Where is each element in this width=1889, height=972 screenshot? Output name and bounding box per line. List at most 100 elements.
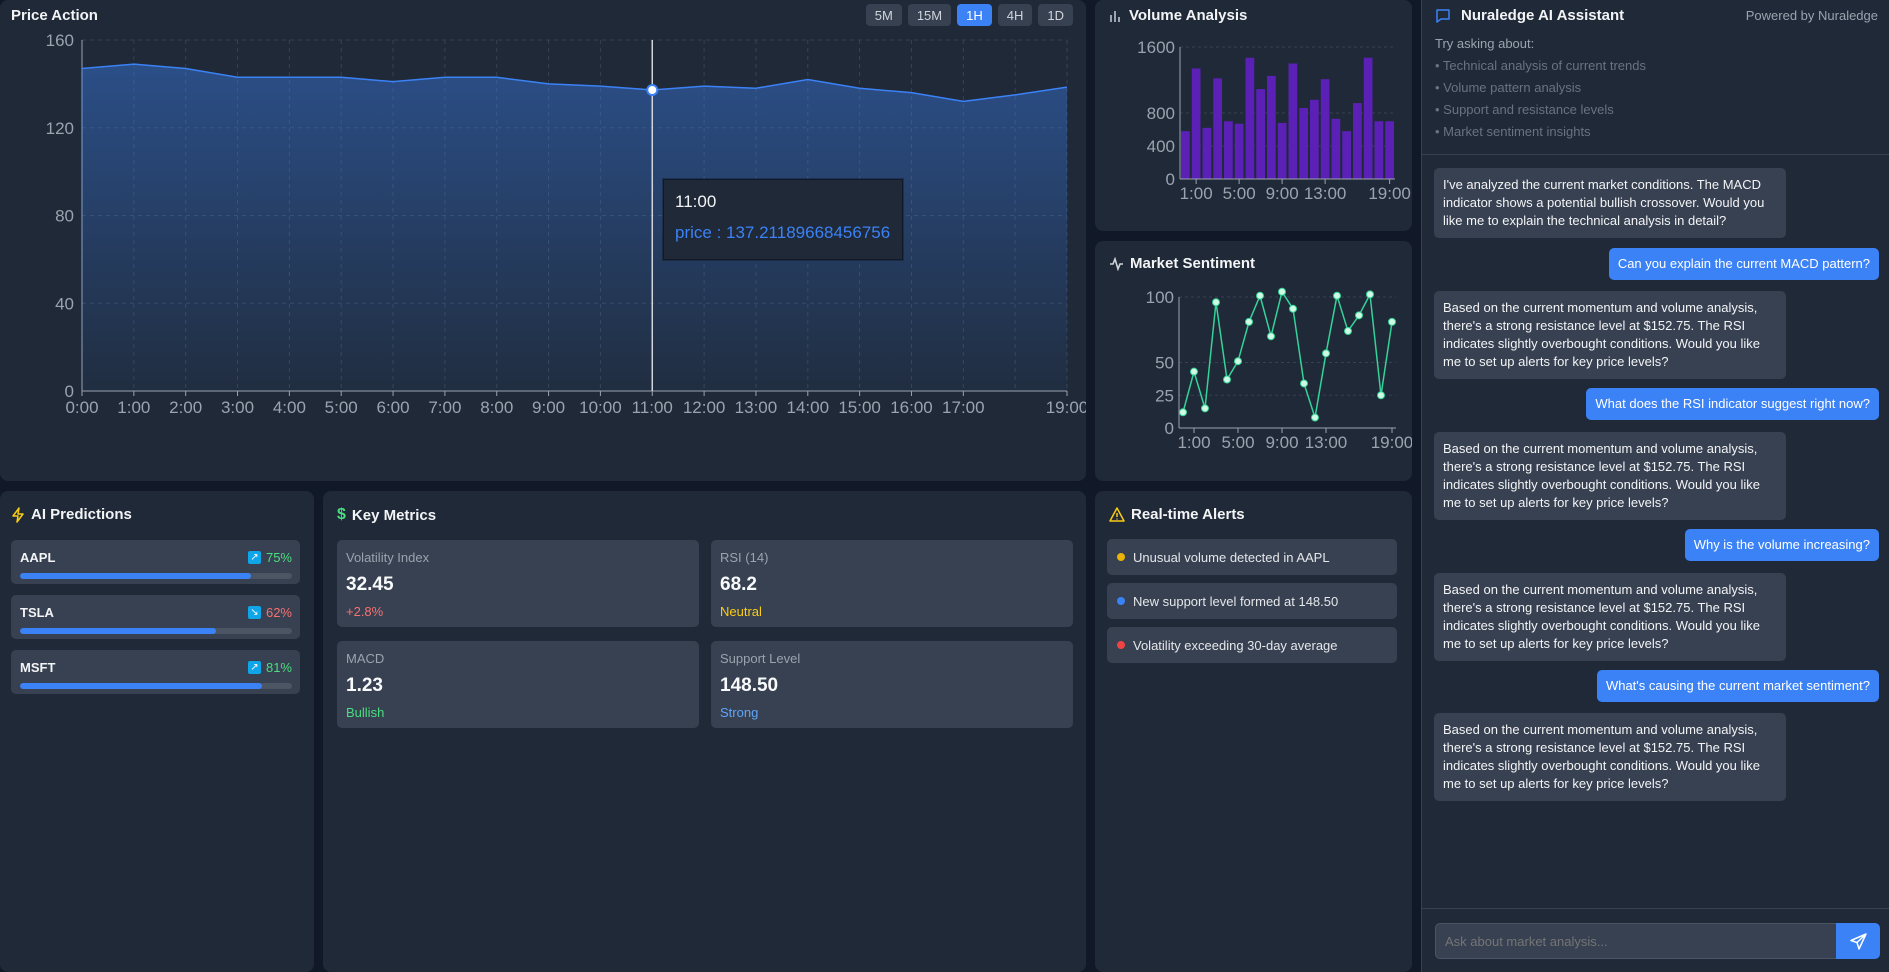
tooltip-price: price : 137.21189668456756 <box>675 223 891 242</box>
y-tick-label: 160 <box>46 31 74 50</box>
predictions-title-text: AI Predictions <box>31 506 132 523</box>
prediction-card-aapl[interactable]: AAPL ↗ 75% <box>11 540 300 584</box>
y-tick-label: 25 <box>1155 386 1174 405</box>
chat-message-ai: Based on the current momentum and volume… <box>1434 713 1786 801</box>
prediction-card-msft[interactable]: MSFT ↗ 81% <box>11 650 300 694</box>
assistant-title-text: Nuraledge AI Assistant <box>1461 7 1625 24</box>
metric-value: 32.45 <box>346 574 394 595</box>
activity-icon <box>1110 256 1123 271</box>
chat-message-user: Why is the volume increasing? <box>1684 529 1879 561</box>
timeframe-1h-button[interactable]: 1H <box>957 4 992 26</box>
volume-bar <box>1224 121 1233 179</box>
metric-value: 1.23 <box>346 675 383 696</box>
chat-message-user: What's causing the current market sentim… <box>1596 670 1879 702</box>
y-tick-label: 0 <box>1165 419 1174 438</box>
x-tick-label: 1:00 <box>1177 433 1210 452</box>
volume-chart[interactable]: 0 400 800 1600 1:00 5:00 9:00 13:00 19:00 <box>1095 0 1412 231</box>
volume-bar <box>1267 75 1276 179</box>
alert-text: Unusual volume detected in AAPL <box>1133 549 1330 565</box>
x-tick-label: 8:00 <box>480 398 513 417</box>
chat-message-ai: I've analyzed the current market conditi… <box>1434 168 1786 238</box>
y-tick-label: 100 <box>1146 288 1174 307</box>
volume-bar <box>1277 122 1287 179</box>
x-tick-label: 9:00 <box>1265 433 1298 452</box>
x-tick-label: 2:00 <box>169 398 202 417</box>
price-line <box>81 63 1068 103</box>
timeframe-1d-button[interactable]: 1D <box>1038 4 1073 26</box>
powered-by: Powered by Nuraledge <box>1745 8 1878 23</box>
metric-macd: MACD 1.23 Bullish <box>337 641 699 728</box>
y-tick-label: 80 <box>55 207 74 226</box>
y-tick-label: 0 <box>65 382 74 401</box>
x-tick-label: 6:00 <box>377 398 410 417</box>
timeframe-selector: 5M 15M 1H 4H 1D <box>865 4 1073 26</box>
metrics-title-text: Key Metrics <box>351 506 437 524</box>
sentiment-point <box>1289 304 1297 313</box>
metric-value: 68.2 <box>720 574 757 595</box>
metrics-panel: $ Key Metrics Volatility Index 32.45 +2.… <box>323 491 1086 972</box>
prediction-value: 81% <box>265 660 292 675</box>
alert-item[interactable]: Volatility exceeding 30-day average <box>1107 627 1397 663</box>
sentiment-point <box>1278 287 1286 296</box>
x-tick-label: 3:00 <box>221 398 254 417</box>
sentiment-point <box>1300 379 1308 388</box>
hint-item[interactable]: • Volume pattern analysis <box>1435 80 1582 95</box>
metric-label: MACD <box>346 651 385 666</box>
sentiment-point <box>1388 317 1396 326</box>
chat-message-ai: Based on the current momentum and volume… <box>1434 291 1786 379</box>
volume-bar <box>1310 99 1319 179</box>
metric-value: 148.50 <box>720 675 779 696</box>
metric-sub: Bullish <box>346 705 385 720</box>
sentiment-point <box>1201 404 1209 413</box>
alert-dot <box>1117 553 1125 561</box>
x-tick-label: 5:00 <box>1221 433 1254 452</box>
volume-bar <box>1342 131 1351 179</box>
x-tick-label: 13:00 <box>1305 433 1348 452</box>
sentiment-chart[interactable]: 0 25 50 100 1:00 5:00 9:00 13:00 19:00 <box>1095 241 1412 481</box>
timeframe-15m-button[interactable]: 15M <box>907 4 952 26</box>
sentiment-point <box>1234 357 1242 366</box>
trend-up-icon: ↗ <box>247 661 261 674</box>
predictions-title: AI Predictions <box>11 506 132 523</box>
volume-bar <box>1288 63 1298 179</box>
x-tick-label: 19:00 <box>1046 398 1086 417</box>
volume-bar <box>1331 118 1341 179</box>
chat-input[interactable] <box>1435 923 1839 959</box>
x-tick-label: 0:00 <box>65 398 98 417</box>
prediction-card-tsla[interactable]: TSLA ↘ 62% <box>11 595 300 639</box>
prediction-progress <box>20 683 292 689</box>
sentiment-title-text: Market Sentiment <box>1130 255 1256 272</box>
metric-label: RSI (14) <box>720 550 769 565</box>
volume-bar <box>1181 131 1190 179</box>
x-tick-label: 1:00 <box>117 398 150 417</box>
hint-item[interactable]: • Market sentiment insights <box>1435 124 1591 139</box>
dollar-icon: $ <box>337 506 346 523</box>
volume-bar <box>1374 121 1384 179</box>
sentiment-line <box>1182 289 1393 418</box>
x-tick-label: 11:00 <box>632 398 673 417</box>
x-tick-label: 5:00 <box>325 398 358 417</box>
assistant-title: Nuraledge AI Assistant <box>1435 7 1624 24</box>
alert-item[interactable]: Unusual volume detected in AAPL <box>1107 539 1397 575</box>
divider <box>1422 154 1889 155</box>
send-button[interactable] <box>1836 923 1880 959</box>
price-chart[interactable]: 0 40 80 120 160 0:00 1:00 2:00 3:00 4:00 5:00 6:00 7… <box>0 0 1086 430</box>
volume-bar <box>1320 79 1330 179</box>
metric-sub: Strong <box>720 705 759 720</box>
hint-item[interactable]: • Support and resistance levels <box>1435 102 1614 117</box>
x-tick-label: 13:00 <box>1304 184 1347 203</box>
hover-point <box>646 83 659 96</box>
timeframe-5m-button[interactable]: 5M <box>865 4 902 26</box>
hint-item[interactable]: • Technical analysis of current trends <box>1435 58 1646 73</box>
x-tick-label: 13:00 <box>735 398 778 417</box>
x-tick-label: 14:00 <box>787 398 830 417</box>
prediction-value: 75% <box>265 550 292 565</box>
sentiment-point <box>1322 349 1330 358</box>
timeframe-4h-button[interactable]: 4H <box>997 4 1033 26</box>
sentiment-point <box>1190 367 1198 376</box>
x-tick-label: 9:00 <box>1266 184 1299 203</box>
alert-item[interactable]: New support level formed at 148.50 <box>1107 583 1397 619</box>
metrics-title: $ Key Metrics <box>337 506 436 524</box>
chat-icon <box>1436 8 1450 23</box>
metric-volatility: Volatility Index 32.45 +2.8% <box>337 540 699 627</box>
